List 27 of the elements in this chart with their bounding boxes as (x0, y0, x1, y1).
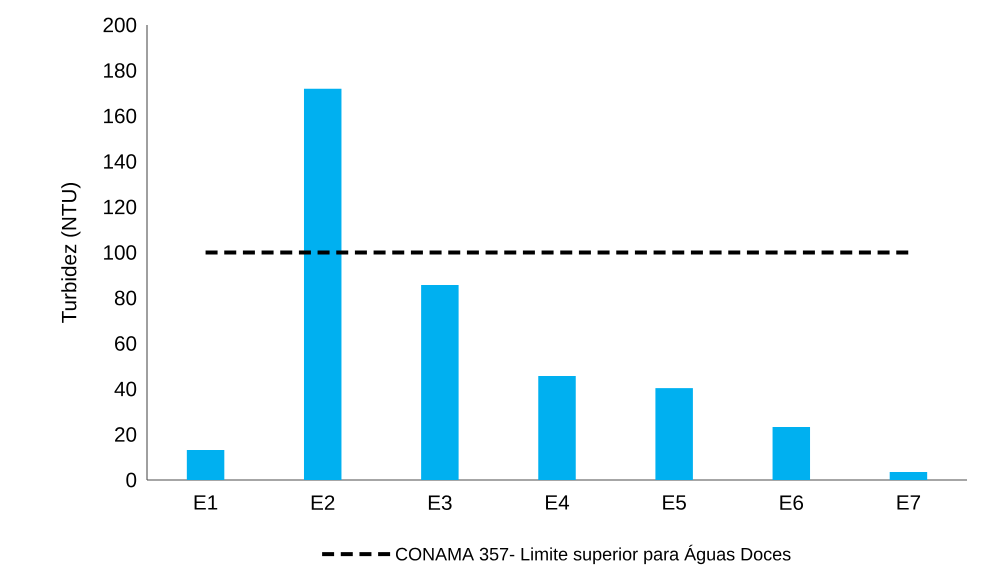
y-tick-label: 140 (104, 154, 136, 169)
y-tick-label: 100 (104, 245, 136, 260)
x-tick-label: E3 (428, 495, 452, 510)
bar (186, 450, 224, 480)
x-tick-label: E1 (194, 495, 218, 510)
legend-label: CONAMA 357- Limite superior para Águas Doces (396, 544, 791, 564)
y-tick-label: 60 (115, 336, 136, 351)
y-tick-label: 20 (115, 427, 136, 442)
y-tick-label: 160 (104, 108, 136, 124)
y-tick-label: 80 (114, 290, 136, 306)
bar (655, 388, 693, 480)
x-tick-label: E4 (546, 495, 570, 510)
y-tick-label: 120 (104, 200, 136, 214)
y-tick-label: 200 (104, 18, 136, 32)
bar (772, 426, 810, 480)
x-tick-label: E5 (663, 495, 686, 510)
bar (890, 472, 928, 480)
y-tick-label: 180 (104, 63, 136, 78)
bar (538, 376, 576, 480)
y-tick-label: 0 (126, 472, 136, 488)
y-axis-title: Turbidez (NTU) (61, 183, 80, 323)
x-tick-label: E6 (780, 495, 804, 510)
x-tick-label: E2 (312, 495, 334, 510)
bar (304, 88, 342, 480)
y-tick-label: 40 (114, 382, 136, 396)
bar (421, 285, 459, 480)
x-tick-label: E7 (897, 495, 920, 510)
